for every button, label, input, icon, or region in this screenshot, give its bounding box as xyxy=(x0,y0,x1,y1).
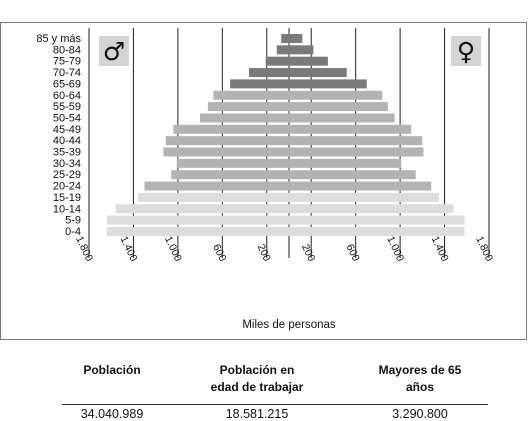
x-tick-label: 1.400 xyxy=(429,234,451,263)
bar-female-85-y-más xyxy=(289,34,302,43)
bar-female-10-14 xyxy=(289,204,453,213)
x-axis-label: Miles de personas xyxy=(242,319,336,331)
bar-female-5-9 xyxy=(289,216,465,225)
bar-male-55-59 xyxy=(208,102,289,111)
x-tick-label: 1.000 xyxy=(384,234,406,263)
x-tick-labels: 1.800 1.400 1.000 600 200 200 600 1.000 1.400 1.8… xyxy=(73,234,495,263)
bar-male-45-49 xyxy=(173,125,289,134)
population-stats-table: Población Población en edad de trabajar … xyxy=(62,362,488,421)
bar-female-20-24 xyxy=(289,182,431,191)
bar-female-55-59 xyxy=(289,102,388,111)
bar-female-35-39 xyxy=(289,148,423,157)
age-label: 55-59 xyxy=(53,101,81,113)
age-label: 20-24 xyxy=(53,181,81,193)
bar-male-65-69 xyxy=(230,79,289,88)
male-symbol-icon: ♂ xyxy=(103,37,125,66)
bar-female-25-29 xyxy=(289,170,416,179)
x-tick-label: 1.400 xyxy=(118,234,140,263)
bar-male-15-19 xyxy=(138,193,289,202)
bar-male-60-64 xyxy=(213,91,289,100)
bar-female-70-74 xyxy=(289,68,347,77)
age-label: 45-49 xyxy=(53,124,81,136)
bar-male-80-84 xyxy=(277,45,289,54)
female-symbol-icon: ♀ xyxy=(457,37,475,66)
bar-female-65-69 xyxy=(289,79,367,88)
bar-male-40-44 xyxy=(166,136,289,145)
bar-female-60-64 xyxy=(289,91,382,100)
stats-divider xyxy=(62,404,488,405)
stats-header-poblacion: Población xyxy=(62,362,162,404)
age-label: 40-44 xyxy=(53,135,81,147)
x-tick-label: 200 xyxy=(255,242,273,263)
x-tick-label: 1.800 xyxy=(473,234,495,263)
age-label: 70-74 xyxy=(53,67,81,79)
age-label: 35-39 xyxy=(53,147,81,159)
bar-female-75-79 xyxy=(289,57,328,66)
bar-male-5-9 xyxy=(107,216,289,225)
x-tick-label: 600 xyxy=(344,242,362,263)
stats-header-trabajar: Población en edad de trabajar xyxy=(162,362,352,404)
age-label: 80-84 xyxy=(53,44,81,56)
bar-female-80-84 xyxy=(289,45,313,54)
bar-male-70-74 xyxy=(249,68,289,77)
age-label: 85 y más xyxy=(36,33,81,45)
bars xyxy=(107,34,465,236)
age-label: 60-64 xyxy=(53,90,81,102)
x-tick-label: 200 xyxy=(299,242,317,263)
bar-male-30-34 xyxy=(177,159,289,168)
bar-female-15-19 xyxy=(289,193,439,202)
male-symbol-box: ♂ xyxy=(99,36,129,66)
age-labels: 85 y más80-8475-7970-7465-6960-6455-5950… xyxy=(36,33,81,238)
bar-male-25-29 xyxy=(171,170,289,179)
bar-male-50-54 xyxy=(200,113,289,122)
bar-female-50-54 xyxy=(289,113,395,122)
bar-female-30-34 xyxy=(289,159,401,168)
age-label: 5-9 xyxy=(65,215,81,227)
bar-male-20-24 xyxy=(145,182,289,191)
age-label: 30-34 xyxy=(53,158,81,170)
stats-header-row: Población Población en edad de trabajar … xyxy=(62,362,488,404)
female-symbol-box: ♀ xyxy=(451,36,481,66)
x-tick-label: 1.800 xyxy=(73,234,95,263)
bar-female-45-49 xyxy=(289,125,411,134)
bar-female-40-44 xyxy=(289,136,422,145)
age-label: 65-69 xyxy=(53,78,81,90)
x-tick-label: 1.000 xyxy=(162,234,184,263)
age-label: 50-54 xyxy=(53,112,81,124)
population-pyramid-chart: 85 y más80-8475-7970-7465-6960-6455-5950… xyxy=(0,0,530,345)
bar-male-0-4 xyxy=(107,227,289,236)
bar-male-10-14 xyxy=(116,204,289,213)
age-label: 75-79 xyxy=(53,56,81,68)
age-label: 10-14 xyxy=(53,203,81,215)
bar-male-75-79 xyxy=(266,57,289,66)
bar-male-35-39 xyxy=(163,148,289,157)
bar-male-85-y-más xyxy=(281,34,289,43)
age-label: 25-29 xyxy=(53,169,81,181)
age-label: 15-19 xyxy=(53,192,81,204)
x-tick-label: 600 xyxy=(210,242,228,263)
stats-header-mayores: Mayores de 65 años xyxy=(352,362,488,404)
